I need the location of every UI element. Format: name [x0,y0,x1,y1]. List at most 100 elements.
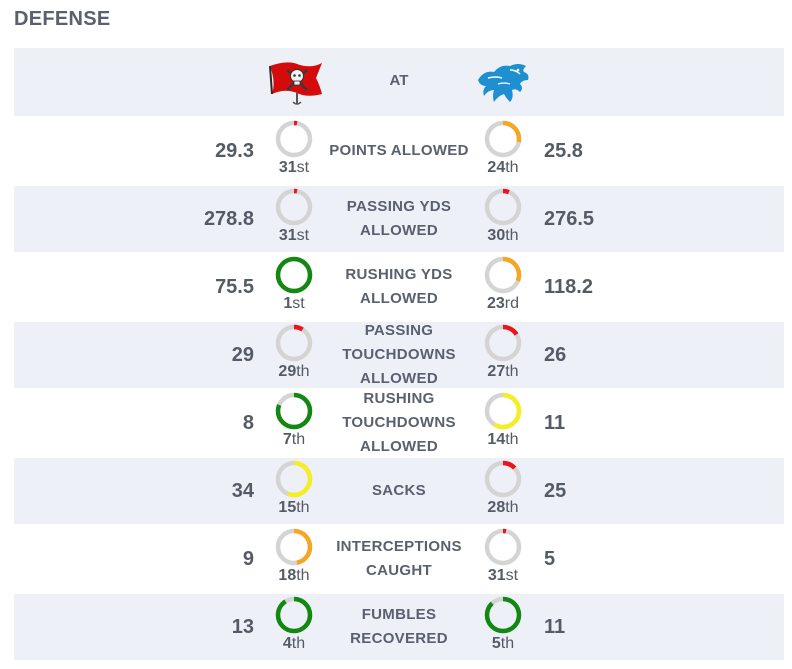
home-rank-number: 28 [487,499,506,516]
away-rank-suffix: st [296,159,310,176]
home-rank-gauge [484,392,522,430]
stat-row: 278.8 31st PASSING YDS ALLOWED 30th 276.5 [14,186,784,252]
away-rank-suffix: st [296,227,310,244]
home-stat-value: 118.2 [544,276,593,298]
stat-label: RUSHING TOUCHDOWNS ALLOWED [342,390,456,455]
home-rank-suffix: th [505,363,519,380]
away-stat-value: 9 [242,548,254,570]
teams-header-row: AT [14,48,784,116]
away-rank-label: 18th [264,567,324,585]
home-rank-label: 14th [473,431,533,449]
away-rank-gauge [275,460,313,498]
home-stat-value: 26 [544,344,567,366]
home-rank-number: 24 [487,159,506,176]
away-rank-label: 7th [264,431,324,449]
away-stat-value: 13 [231,616,254,638]
away-stat-value: 278.8 [203,208,254,230]
home-rank-suffix: th [500,635,515,652]
away-rank-label: 31st [264,227,324,245]
stat-label: RUSHING YDS ALLOWED [345,266,453,307]
away-rank-gauge [275,528,313,566]
away-rank-gauge [275,392,313,430]
home-rank-gauge [484,460,522,498]
away-rank-suffix: th [291,635,306,652]
away-rank-gauge [275,120,313,158]
away-rank-suffix: th [291,431,306,448]
home-rank-gauge [484,256,522,294]
away-rank-number: 31 [278,159,297,176]
lions-logo-icon[interactable] [474,58,532,106]
away-rank-gauge [275,324,313,362]
home-stat-value: 276.5 [544,208,595,230]
home-stat-value: 11 [544,412,566,434]
away-stat-value: 75.5 [215,276,254,298]
home-rank-suffix: th [505,159,519,176]
home-stat-value: 25 [544,480,567,502]
home-rank-number: 5 [491,635,501,652]
home-rank-number: 30 [487,227,506,244]
home-rank-number: 31 [487,567,506,584]
stat-row: 29 29th PASSING TOUCHDOWNS ALLOWED 27th 26 [14,322,784,388]
home-rank-suffix: rd [504,295,520,312]
away-rank-number: 31 [278,227,297,244]
away-rank-label: 1st [264,295,324,313]
away-rank-suffix: th [296,363,310,380]
stat-row: 9 18th INTERCEPTIONS CAUGHT 31st 5 [14,526,784,592]
away-rank-number: 18 [278,567,297,584]
away-rank-gauge [275,188,313,226]
away-rank-suffix: st [292,295,305,312]
home-rank-gauge [484,188,522,226]
away-rank-number: 7 [282,431,292,448]
home-rank-gauge [484,528,522,566]
away-rank-suffix: th [296,499,310,516]
stat-label: POINTS ALLOWED [329,142,469,159]
home-rank-label: 24th [473,159,533,177]
stat-row: 29.3 31st POINTS ALLOWED 24th 25.8 [14,118,784,184]
home-stat-value: 11 [544,616,566,638]
away-rank-gauge [275,256,313,294]
home-rank-gauge [484,324,522,362]
stat-label: PASSING TOUCHDOWNS ALLOWED [342,322,456,387]
home-rank-label: 28th [473,499,533,517]
home-rank-label: 30th [473,227,533,245]
stat-label: INTERCEPTIONS CAUGHT [336,538,462,579]
away-rank-label: 31st [264,159,324,177]
home-rank-suffix: th [505,499,519,516]
away-rank-number: 4 [282,635,292,652]
away-stat-value: 29 [231,344,254,366]
stat-row: 75.5 1st RUSHING YDS ALLOWED 23rd 118.2 [14,254,784,320]
away-rank-label: 29th [264,363,324,381]
home-rank-label: 27th [473,363,533,381]
away-rank-label: 4th [264,635,324,653]
stat-row: 13 4th FUMBLES RECOVERED 5th 11 [14,594,784,660]
home-rank-suffix: st [505,567,519,584]
home-rank-label: 31st [473,567,533,585]
home-rank-suffix: th [505,227,519,244]
section-title: DEFENSE [14,8,111,30]
home-stat-value: 25.8 [544,140,583,162]
stat-row: 8 7th RUSHING TOUCHDOWNS ALLOWED 14th 11 [14,390,784,456]
away-stat-value: 29.3 [215,140,254,162]
stat-label: PASSING YDS ALLOWED [346,198,452,239]
home-rank-number: 23 [486,295,505,312]
home-rank-suffix: th [505,431,519,448]
stat-label: SACKS [371,482,426,499]
buccaneers-flag-logo-icon[interactable] [267,58,325,106]
home-stat-value: 5 [544,548,556,570]
stat-label: FUMBLES RECOVERED [350,606,448,647]
home-rank-label: 23rd [473,295,533,313]
away-stat-value: 34 [231,480,254,502]
away-rank-suffix: th [296,567,310,584]
away-rank-number: 1 [283,295,293,312]
away-rank-number: 29 [278,363,297,380]
stat-row: 34 15th SACKS 28th 25 [14,458,784,524]
home-rank-gauge [484,120,522,158]
away-rank-label: 15th [264,499,324,517]
home-rank-label: 5th [473,635,533,653]
home-rank-number: 14 [487,431,506,448]
at-label: AT [389,72,409,89]
away-stat-value: 8 [242,412,254,434]
home-rank-gauge [484,596,522,634]
home-rank-number: 27 [487,363,506,380]
away-rank-number: 15 [278,499,297,516]
